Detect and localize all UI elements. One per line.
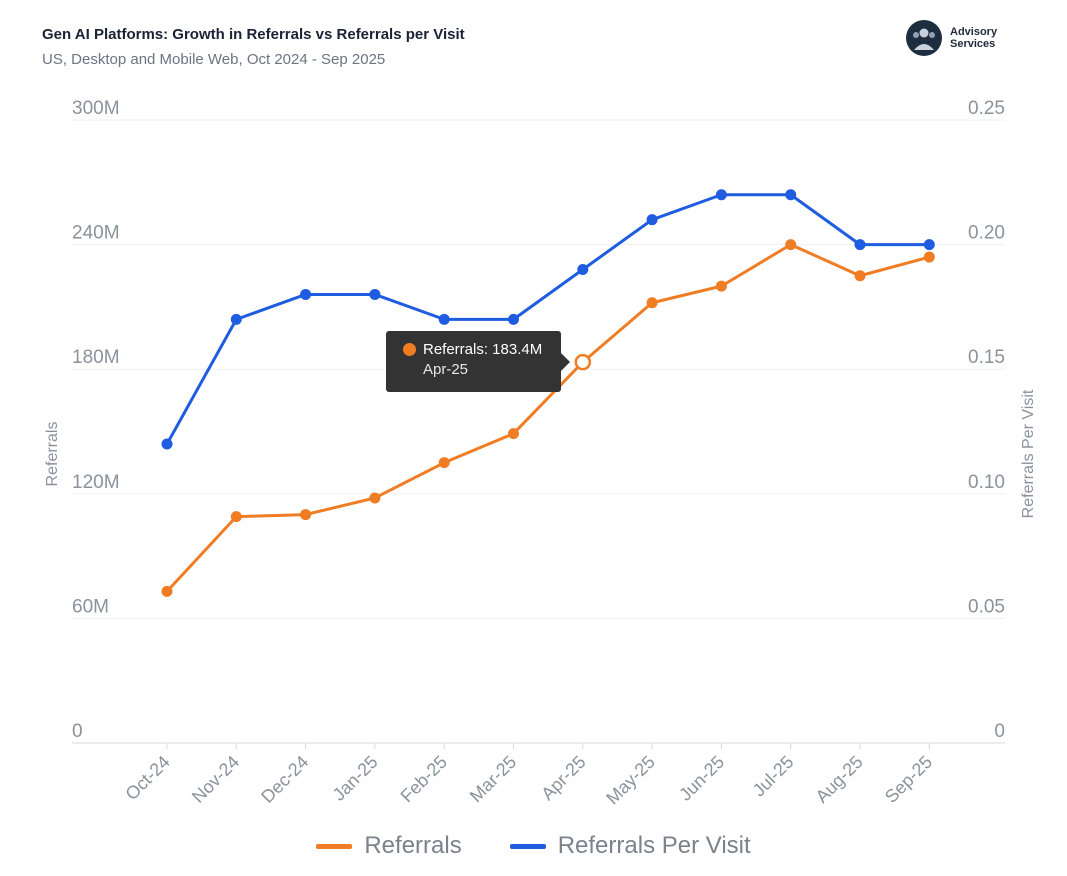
- y-axis-right: 0 0.05 0.10 0.15 0.20 0.25: [968, 98, 1005, 742]
- data-point-per-visit[interactable]: [508, 313, 519, 325]
- x-tick-label: Jan-25: [329, 752, 382, 805]
- y-axis-title: Referrals: [44, 422, 61, 487]
- x-tick-label: Mar-25: [466, 752, 520, 806]
- data-point-referrals[interactable]: [923, 251, 935, 263]
- data-point-referrals[interactable]: [785, 239, 797, 251]
- x-tick-label: Jul-25: [749, 752, 798, 801]
- y2-tick-label: 0.15: [968, 347, 1005, 368]
- gridlines: [72, 119, 1005, 744]
- data-point-referrals[interactable]: [854, 270, 866, 282]
- y2-tick-label: 0.20: [968, 223, 1005, 244]
- x-tick-label: Nov-24: [188, 752, 243, 807]
- y2-tick-label: 0.10: [968, 472, 1005, 493]
- data-point-per-visit[interactable]: [230, 313, 242, 325]
- tooltip-dot-icon: [403, 343, 416, 356]
- data-point-per-visit[interactable]: [369, 288, 381, 300]
- data-point-per-visit[interactable]: [161, 438, 173, 450]
- chart-subtitle: US, Desktop and Mobile Web, Oct 2024 - S…: [42, 51, 386, 68]
- x-tick-label: Feb-25: [397, 752, 451, 806]
- logo-icon: [906, 20, 942, 56]
- data-point-referrals[interactable]: [161, 585, 173, 597]
- data-point-referrals[interactable]: [508, 428, 519, 440]
- y2-tick-label: 0.05: [968, 596, 1005, 617]
- legend-swatch-referrals: [316, 843, 353, 849]
- y2-tick-label: 0: [994, 721, 1005, 742]
- x-tick-label: May-25: [602, 752, 659, 809]
- data-point-per-visit[interactable]: [438, 313, 450, 325]
- y2-tick-label: 0.25: [968, 98, 1005, 119]
- x-tick-label: Dec-24: [257, 752, 312, 807]
- legend-label-per-visit: Referrals Per Visit: [557, 832, 751, 859]
- y-axis-left: 0 60M 120M 180M 240M 300M: [72, 98, 120, 742]
- y-tick-label: 180M: [72, 347, 120, 368]
- data-point-per-visit[interactable]: [646, 214, 658, 226]
- data-point-referrals[interactable]: [300, 509, 312, 521]
- tooltip-sublabel: Apr-25: [423, 361, 469, 378]
- y-tick-label: 0: [72, 721, 83, 742]
- x-tick-label: Apr-25: [537, 752, 589, 804]
- legend: Referrals Referrals Per Visit: [0, 832, 1067, 860]
- x-tick-label: Jun-25: [675, 752, 728, 805]
- series-layer: [161, 189, 935, 597]
- logo-text-line1: Advisory: [950, 26, 998, 38]
- data-point-referrals[interactable]: [715, 280, 727, 292]
- legend-item-referrals[interactable]: Referrals: [316, 832, 462, 860]
- data-point-referrals[interactable]: [438, 457, 450, 469]
- x-tick-label: Sep-25: [881, 752, 936, 807]
- x-tick-label: Aug-25: [812, 752, 867, 807]
- data-point-per-visit[interactable]: [785, 189, 797, 201]
- series-line-per-visit: [165, 193, 930, 445]
- data-point-referrals[interactable]: [574, 353, 592, 371]
- chart-title: Gen AI Platforms: Growth in Referrals vs…: [42, 26, 465, 43]
- x-tick-label: Oct-24: [121, 752, 173, 804]
- tooltip: Referrals: 183.4M Apr-25: [386, 331, 570, 392]
- advisory-logo: Advisory Services: [906, 20, 997, 56]
- y-tick-label: 240M: [72, 223, 120, 244]
- y2-axis-title: Referrals Per Visit: [1020, 389, 1037, 518]
- data-point-referrals[interactable]: [230, 511, 242, 523]
- legend-label-referrals: Referrals: [364, 832, 462, 859]
- y-tick-label: 300M: [72, 98, 120, 119]
- data-point-per-visit[interactable]: [854, 239, 866, 251]
- data-point-referrals[interactable]: [369, 492, 381, 504]
- data-point-per-visit[interactable]: [715, 189, 727, 201]
- x-axis: Oct-24 Nov-24 Dec-24 Jan-25 Feb-25 Mar-25 Apr-…: [121, 743, 936, 808]
- series-line-referrals: [165, 243, 930, 593]
- y-tick-label: 120M: [72, 472, 120, 493]
- legend-item-per-visit[interactable]: Referrals Per Visit: [509, 832, 751, 860]
- logo-text-line2: Services: [950, 38, 996, 50]
- data-point-per-visit[interactable]: [300, 288, 312, 300]
- legend-swatch-per-visit: [509, 843, 546, 849]
- tooltip-label: Referrals: 183.4M: [423, 341, 543, 358]
- data-point-per-visit[interactable]: [577, 264, 589, 276]
- y-tick-label: 60M: [72, 596, 109, 617]
- data-point-referrals[interactable]: [646, 297, 658, 309]
- data-point-per-visit[interactable]: [923, 239, 935, 251]
